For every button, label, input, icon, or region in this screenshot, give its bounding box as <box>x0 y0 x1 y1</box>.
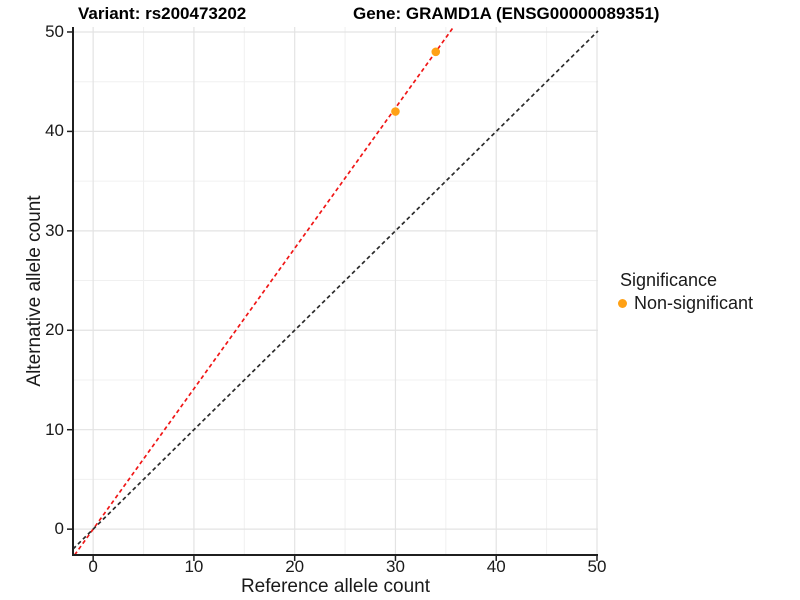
x-tick-label: 40 <box>486 557 506 576</box>
legend-point-icon <box>618 299 627 308</box>
fitted-line <box>73 26 455 556</box>
plot-title-gene: Gene: GRAMD1A (ENSG00000089351) <box>353 4 660 23</box>
legend: Significance Non-significant <box>618 270 753 314</box>
x-axis-title: Reference allele count <box>240 576 431 597</box>
identity-line <box>72 30 599 550</box>
data-point <box>431 47 441 57</box>
plot-title-variant: Variant: rs200473202 <box>78 4 247 23</box>
y-tick-label: 40 <box>45 121 64 141</box>
data-point <box>391 107 400 116</box>
y-tick-label: 30 <box>45 220 64 240</box>
x-tick-label: 10 <box>184 557 204 576</box>
y-tick-label: 10 <box>45 419 64 439</box>
x-tick-label: 20 <box>285 557 305 576</box>
y-tick-label: 0 <box>54 519 64 539</box>
x-tick-label: 50 <box>587 557 607 576</box>
y-tick-label: 20 <box>45 320 64 340</box>
legend-title: Significance <box>620 270 718 290</box>
y-axis-title: Alternative allele count <box>24 195 45 387</box>
legend-item-label: Non-significant <box>634 293 754 313</box>
legend-item-non-significant: Non-significant <box>618 293 753 314</box>
x-tick-label: 0 <box>88 557 98 576</box>
x-tick-label: 30 <box>385 557 405 576</box>
y-tick-label: 50 <box>45 21 64 41</box>
